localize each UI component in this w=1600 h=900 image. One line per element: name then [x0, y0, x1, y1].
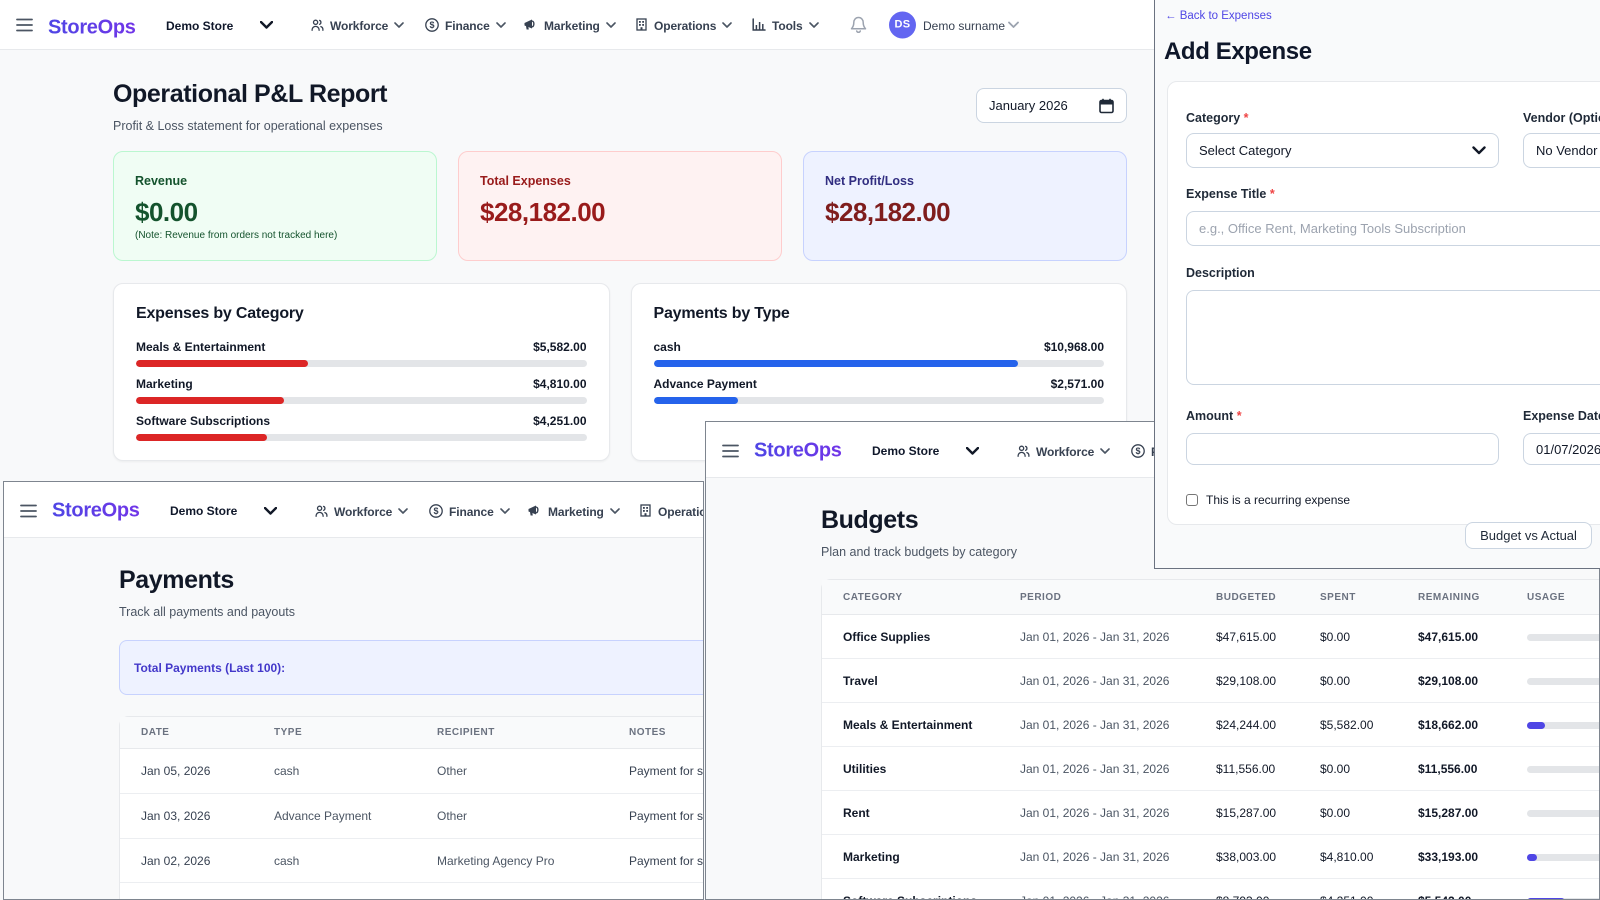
svg-text:$: $ [429, 20, 434, 30]
svg-text:$: $ [433, 506, 438, 516]
svg-text:$: $ [1135, 446, 1140, 456]
